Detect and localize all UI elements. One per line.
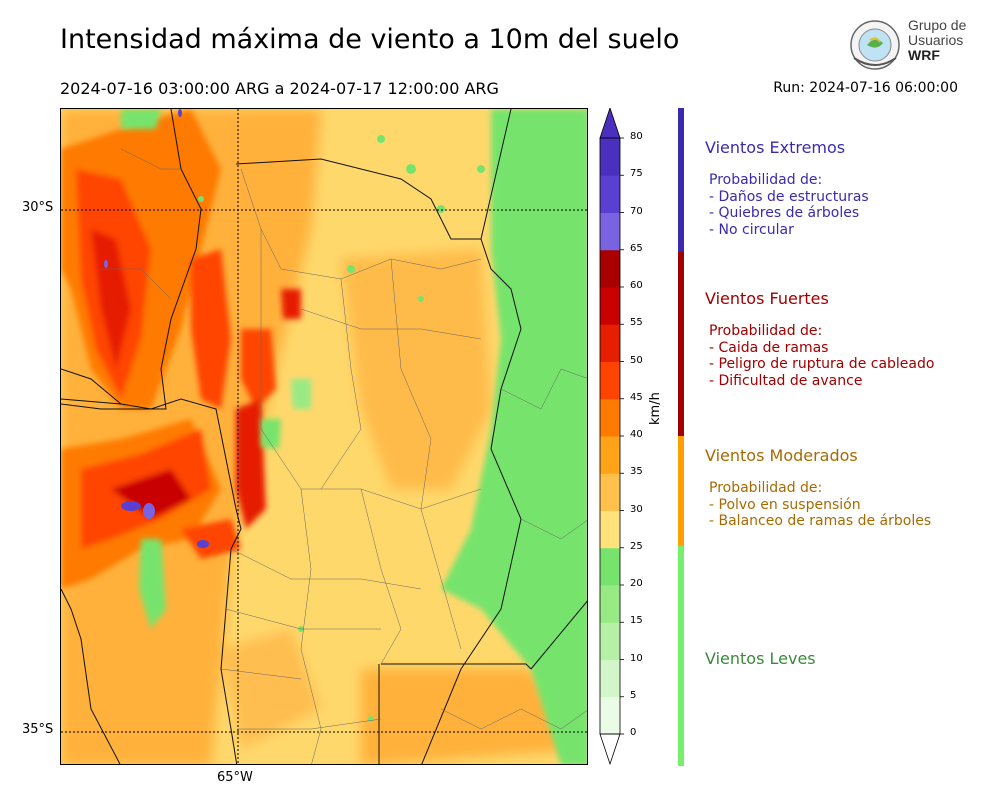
category-bar-moderate (678, 436, 684, 546)
colorbar-tick-label: 65 (630, 242, 643, 254)
run-time: Run: 2024-07-16 06:00:00 (773, 80, 958, 96)
colorbar-swatch (600, 398, 620, 437)
colorbar-tick-label: 75 (630, 168, 643, 180)
colorbar-tick-label: 80 (630, 131, 643, 142)
category-body-extremos: Probabilidad de: - Daños de estructuras … (709, 172, 869, 238)
colorbar-units: km/h (648, 392, 663, 425)
colorbar-swatch (600, 287, 620, 325)
wrf-seal-icon (850, 20, 900, 70)
colorbar-swatch (600, 138, 620, 176)
colorbar-swatch (600, 622, 620, 660)
colorbar-tick-label: 35 (630, 466, 643, 478)
colorbar-tick-label: 0 (630, 727, 637, 738)
colorbar-tick-label: 30 (630, 503, 643, 515)
colorbar-swatch (600, 473, 620, 511)
logo-text: Grupo de Usuarios WRF (908, 17, 967, 63)
colorbar-swatch (600, 324, 620, 362)
wind-map (60, 108, 588, 765)
category-title-extremos: Vientos Extremos (705, 138, 846, 157)
colorbar-swatch (600, 659, 620, 698)
colorbar-tick-label: 10 (630, 652, 643, 664)
category-title-fuertes: Vientos Fuertes (705, 289, 829, 308)
colorbar-tick-label: 20 (630, 578, 643, 589)
category-body-moderados: Probabilidad de: - Polvo en suspensión -… (709, 480, 932, 529)
wind-speed-colorbar (599, 108, 624, 766)
colorbar-swatch (600, 175, 620, 213)
colorbar-tick-label: 55 (630, 317, 643, 329)
colorbar-tick-label: 45 (630, 391, 643, 403)
colorbar-swatch (600, 212, 620, 251)
category-body-fuertes: Probabilidad de: - Caida de ramas - Peli… (709, 323, 935, 389)
colorbar-tick-label: 5 (630, 689, 637, 701)
colorbar-swatch (600, 436, 620, 474)
lat-label-35s: 35°S (22, 722, 54, 737)
colorbar-tick-label: 50 (630, 354, 643, 366)
colorbar-tick-label: 15 (630, 615, 643, 627)
colorbar-tick-label: 40 (630, 429, 643, 440)
colorbar-swatch (600, 361, 620, 400)
category-bar-light (678, 546, 684, 766)
category-bar-extreme (678, 108, 684, 252)
colorbar-tick-label: 70 (630, 205, 643, 217)
category-bar-strong (678, 252, 684, 436)
grupo-usuarios-wrf-logo: Grupo de Usuarios WRF (848, 18, 968, 74)
wind-field-map (61, 109, 587, 764)
category-title-moderados: Vientos Moderados (705, 446, 858, 465)
colorbar-swatch (600, 510, 620, 549)
lat-label-30s: 30°S (22, 200, 54, 215)
forecast-period: 2024-07-16 03:00:00 ARG a 2024-07-17 12:… (60, 79, 499, 98)
colorbar-swatch (600, 547, 620, 586)
colorbar-swatch (600, 696, 620, 735)
colorbar-swatch (600, 249, 620, 288)
colorbar-tick-label: 25 (630, 540, 643, 552)
map-title: Intensidad máxima de viento a 10m del su… (60, 24, 680, 55)
category-title-leves: Vientos Leves (705, 649, 816, 668)
colorbar-swatch (600, 585, 620, 623)
colorbar-tick-label: 60 (630, 280, 643, 291)
lon-label-65w: 65°W (217, 770, 253, 785)
